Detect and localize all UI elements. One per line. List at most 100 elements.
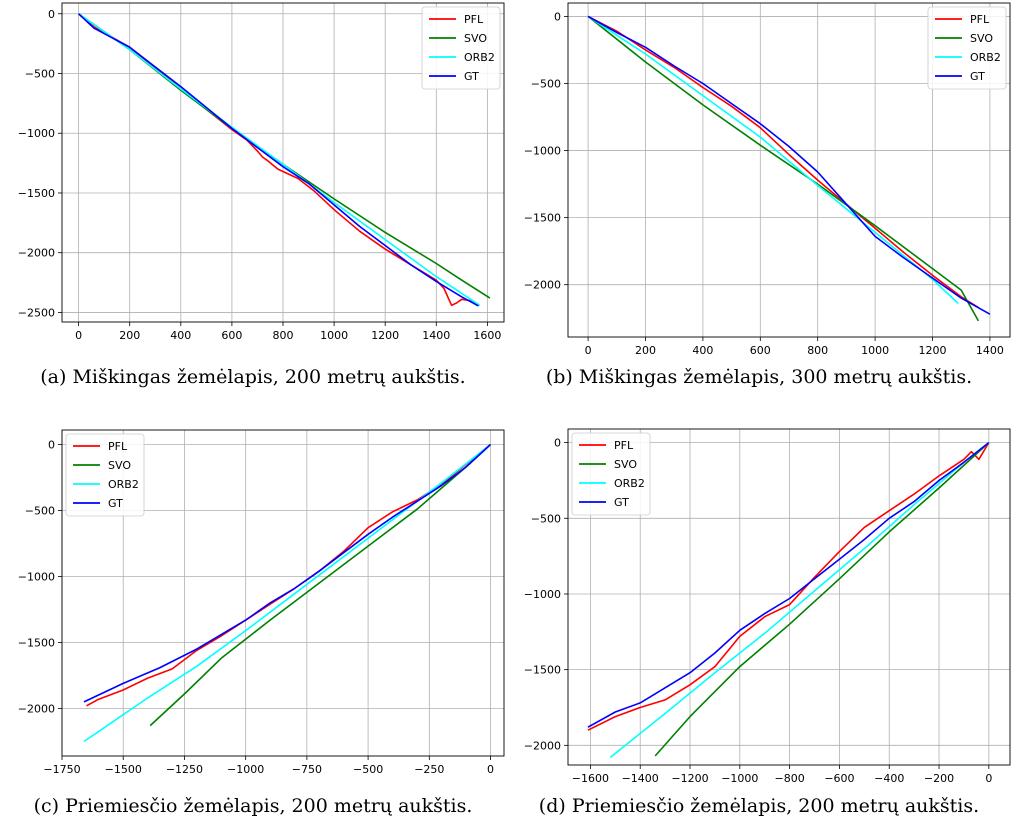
series-pfl-line [86, 443, 492, 707]
chart-panel-c: −1750 −1500 −1250 −1000 −750 −500 −250 0 0 −500 −1… [0, 413, 506, 826]
y-tick-label: −500 [531, 77, 561, 90]
chart-a: 0 200 400 600 800 1000 1200 1400 1600 0 −500 −1000 −… [18, 2, 505, 342]
x-tick-label: 800 [273, 329, 294, 342]
legend-label-svo: SVO [464, 32, 487, 45]
plot-frame [567, 428, 1011, 766]
series-svo-line [587, 15, 980, 322]
series-gt-line [587, 441, 990, 728]
legend-box [927, 6, 1007, 90]
x-tick-label: −1200 [671, 772, 708, 785]
series-svo-line [654, 442, 990, 757]
x-tick-label: 1000 [320, 329, 348, 342]
y-tick-label: −1000 [18, 571, 55, 584]
chart-b: 0 200 400 600 800 1000 1200 1400 0 −500 −1000 −1500… [524, 2, 1011, 357]
x-tick-label: −750 [292, 763, 322, 776]
x-tick-label: −1500 [105, 763, 142, 776]
x-tick-label: 400 [170, 329, 191, 342]
x-tick-label: −1000 [721, 772, 758, 785]
legend-label-svo: SVO [614, 458, 637, 471]
x-tick-label: 1200 [371, 329, 399, 342]
y-tick-label: −1500 [524, 212, 561, 225]
chart-caption-a: (a) Miškingas žemėlapis, 200 metrų aukšt… [40, 366, 466, 388]
x-tick-label: −200 [924, 772, 954, 785]
x-tick-label: −1400 [622, 772, 659, 785]
plot-frame [567, 2, 1011, 338]
y-tick-label: −2000 [524, 739, 561, 752]
x-tick-label: 1200 [919, 344, 947, 357]
legend-label-gt: GT [464, 70, 479, 83]
legend-label-orb2: ORB2 [614, 477, 645, 490]
y-tick-label: 0 [48, 8, 55, 21]
x-tick-label: 0 [75, 329, 82, 342]
legend-label-gt: GT [108, 497, 123, 510]
x-tick-label: 800 [807, 344, 828, 357]
y-tick-label: −500 [25, 67, 55, 80]
chart-panel-d: −1600 −1400 −1200 −1000 −800 −600 −400 −200 0 0 −5… [506, 413, 1012, 826]
x-tick-label: −600 [824, 772, 854, 785]
chart-panel-a: 0 200 400 600 800 1000 1200 1400 1600 0 −500 −1000 −… [0, 0, 506, 413]
x-tick-label: 600 [221, 329, 242, 342]
legend-label-orb2: ORB2 [108, 478, 139, 491]
y-tick-label: 0 [48, 439, 55, 452]
series-pfl-line [587, 442, 990, 731]
y-tick-label: −1000 [524, 588, 561, 601]
y-tick-label: 0 [554, 437, 561, 450]
y-tick-label: −1500 [18, 187, 55, 200]
legend-label-gt: GT [970, 70, 985, 83]
grid-a [62, 3, 504, 322]
chart-panel-b: 0 200 400 600 800 1000 1200 1400 0 −500 −1000 −1500… [506, 0, 1012, 413]
series-orb2-line [78, 13, 481, 306]
x-tick-label: −1750 [43, 763, 80, 776]
y-tick-label: −1500 [524, 664, 561, 677]
y-tick-label: −1000 [18, 127, 55, 140]
legend-label-orb2: ORB2 [464, 51, 495, 64]
x-tick-label: 200 [119, 329, 140, 342]
x-tick-label: 0 [985, 772, 992, 785]
legend-label-pfl: PFL [970, 13, 990, 26]
legend-label-pfl: PFL [464, 13, 484, 26]
x-tick-label: −1250 [166, 763, 203, 776]
y-tick-label: −2000 [18, 702, 55, 715]
x-tick-label: −1600 [572, 772, 609, 785]
series-gt-line [587, 15, 991, 315]
series-gt-line [78, 13, 479, 307]
series-orb2-line [587, 15, 959, 305]
x-tick-label: −500 [353, 763, 383, 776]
x-tick-label: −250 [414, 763, 444, 776]
y-tick-label: −500 [25, 505, 55, 518]
legend-d: PFL SVO ORB2 GT [571, 432, 651, 516]
chart-caption-c: (c) Priemiesčio žemėlapis, 200 metrų auk… [33, 795, 473, 817]
legend-label-pfl: PFL [614, 439, 634, 452]
series-svo-line [149, 443, 492, 727]
chart-caption-b: (b) Miškingas žemėlapis, 300 metrų aukšt… [545, 366, 973, 388]
x-tick-label: 1000 [861, 344, 889, 357]
x-tick-label: 1600 [473, 329, 501, 342]
chart-d: −1600 −1400 −1200 −1000 −800 −600 −400 −200 00−5… [524, 428, 1011, 785]
y-tick-label: −2000 [18, 247, 55, 260]
x-tick-label: −1000 [227, 763, 264, 776]
x-tick-label: 1400 [422, 329, 450, 342]
legend-label-pfl: PFL [108, 440, 128, 453]
series-gt-line [83, 443, 492, 703]
series-orb2-line [609, 441, 990, 759]
x-tick-label: −800 [775, 772, 805, 785]
x-tick-label: 0 [585, 344, 592, 357]
legend-box [421, 6, 501, 90]
x-tick-label: 1400 [976, 344, 1004, 357]
legend-label-gt: GT [614, 496, 629, 509]
chart-c: −1750 −1500 −1250 −1000 −750 −500 −250 0 0 −500 −1… [18, 429, 505, 776]
legend-box [571, 432, 651, 516]
legend-c: PFL SVO ORB2 GT [65, 433, 145, 517]
y-tick-label: −1500 [18, 636, 55, 649]
series-pfl-line [587, 15, 979, 309]
x-tick-label: −400 [874, 772, 904, 785]
legend-box [65, 433, 145, 517]
plot-frame [61, 429, 505, 757]
y-tick-label: −2500 [18, 306, 55, 319]
y-tick-label: −1000 [524, 145, 561, 158]
legend-a: PFL SVO ORB2 GT [421, 6, 501, 90]
y-tick-label: −500 [531, 512, 561, 525]
legend-label-svo: SVO [108, 459, 131, 472]
x-tick-label: 600 [750, 344, 771, 357]
x-tick-label: 200 [635, 344, 656, 357]
